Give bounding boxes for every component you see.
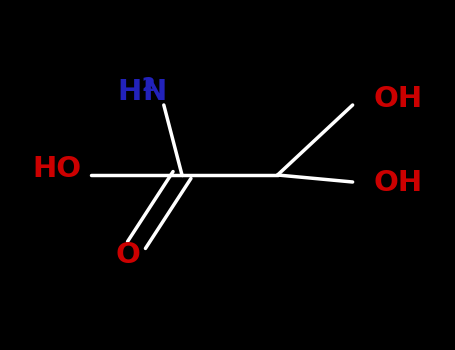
Text: O: O xyxy=(116,241,141,269)
Text: HO: HO xyxy=(32,155,81,183)
Text: N: N xyxy=(142,78,167,106)
Text: OH: OH xyxy=(374,85,423,113)
Text: OH: OH xyxy=(374,169,423,197)
Text: 2: 2 xyxy=(141,76,155,95)
Text: H: H xyxy=(117,78,142,106)
